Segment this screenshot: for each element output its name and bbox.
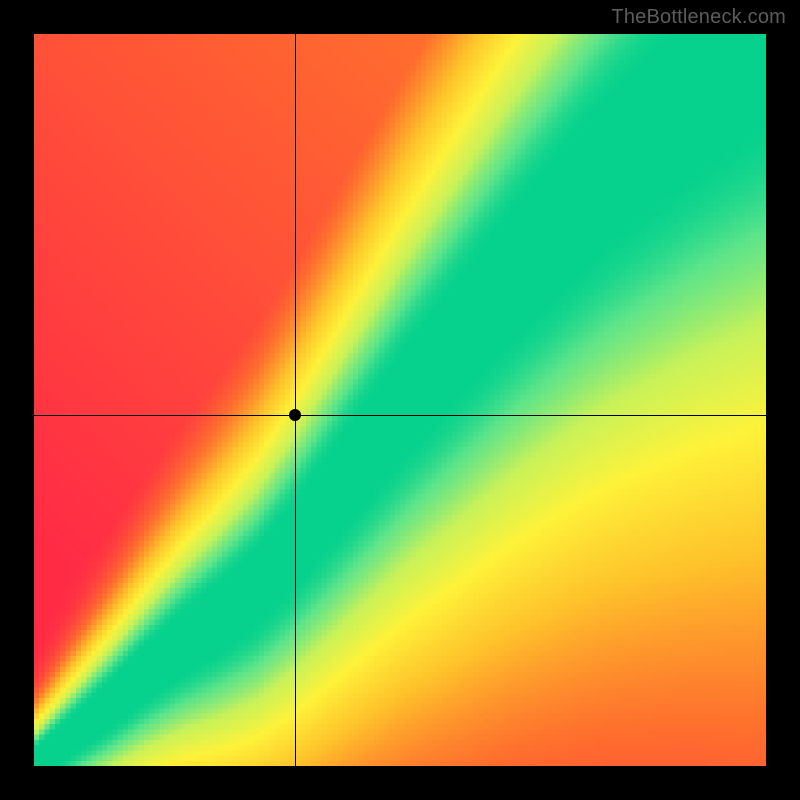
heatmap-canvas: [34, 34, 766, 766]
watermark-label: TheBottleneck.com: [611, 6, 786, 29]
crosshair-vertical: [295, 34, 296, 766]
chart-frame: TheBottleneck.com: [0, 0, 800, 800]
plot-area: [34, 34, 766, 766]
crosshair-horizontal: [34, 415, 766, 416]
marker-dot: [289, 409, 301, 421]
